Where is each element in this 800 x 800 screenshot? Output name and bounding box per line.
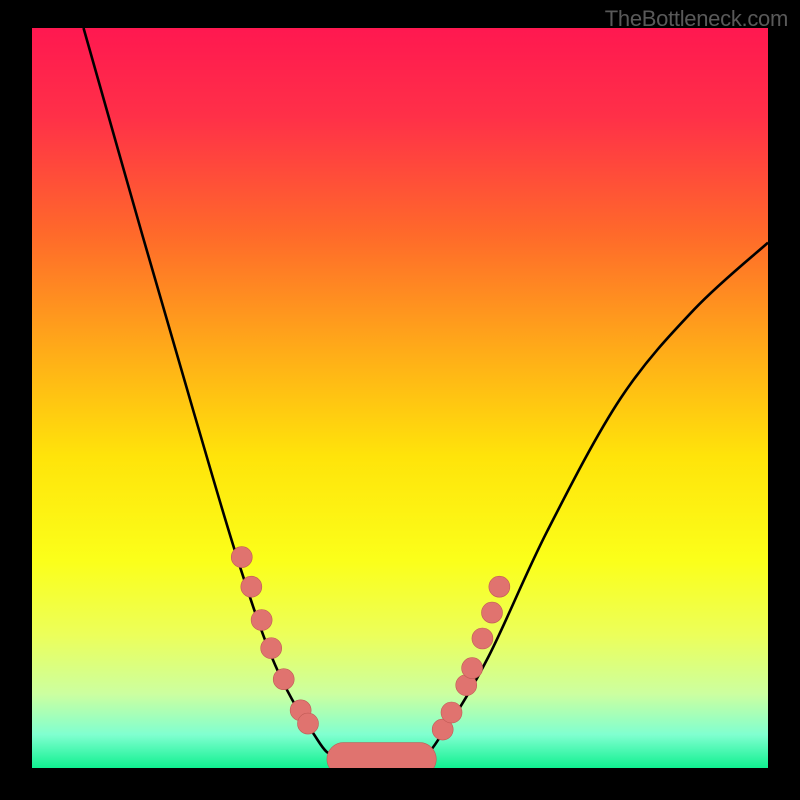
scatter-marker bbox=[489, 576, 510, 597]
scatter-marker bbox=[298, 713, 319, 734]
scatter-marker bbox=[482, 602, 503, 623]
watermark-text: TheBottleneck.com bbox=[605, 6, 788, 32]
scatter-marker bbox=[261, 638, 282, 659]
scatter-marker bbox=[273, 669, 294, 690]
scatter-marker bbox=[231, 547, 252, 568]
scatter-marker bbox=[441, 702, 462, 723]
curve-layer bbox=[32, 28, 768, 768]
scatter-marker bbox=[472, 628, 493, 649]
scatter-marker bbox=[241, 576, 262, 597]
v-curve-line bbox=[84, 28, 768, 763]
bottom-pill-marker bbox=[327, 743, 436, 768]
plot-area bbox=[32, 28, 768, 768]
scatter-marker bbox=[462, 658, 483, 679]
scatter-marker bbox=[251, 610, 272, 631]
scatter-markers bbox=[231, 547, 510, 740]
